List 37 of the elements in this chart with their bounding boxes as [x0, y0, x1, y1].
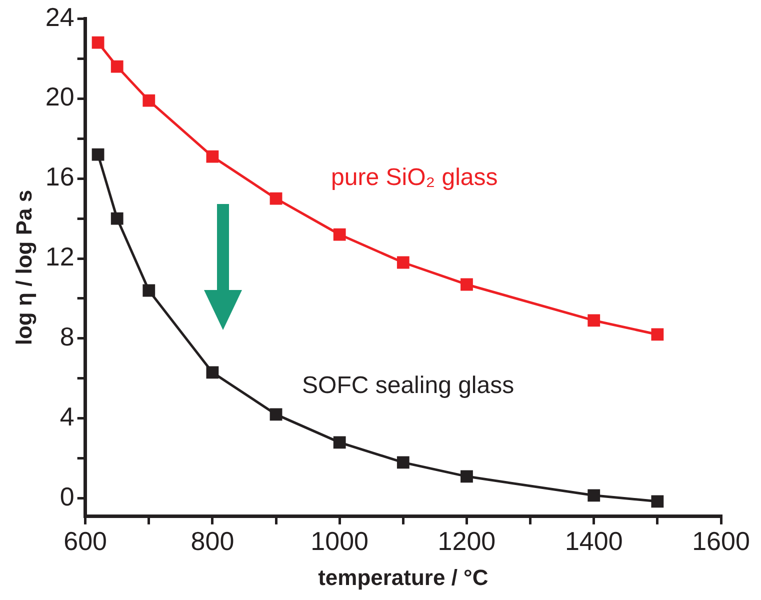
x-tick-label: 600	[64, 526, 108, 556]
y-tick-label: 4	[60, 402, 74, 432]
point	[588, 489, 600, 502]
point	[110, 212, 124, 225]
point	[460, 470, 473, 483]
point	[110, 60, 124, 73]
y-axis-title: log η / log Pa s	[11, 190, 36, 346]
point	[206, 366, 219, 379]
point	[651, 495, 664, 508]
point	[142, 94, 156, 107]
x-tick-label: 1600	[692, 526, 750, 556]
x-axis-title: temperature / °C	[318, 564, 488, 590]
y-tick-label: 24	[45, 2, 74, 32]
series-label: SOFC sealing glass	[302, 372, 514, 400]
x-tick-label: 1000	[310, 526, 369, 556]
point	[92, 148, 104, 161]
series-label: pure SiO₂ glass	[331, 164, 498, 192]
y-tick-label: 8	[60, 322, 74, 352]
y-tick-label: 20	[45, 82, 74, 112]
x-tick-label: 1200	[438, 526, 496, 556]
x-tick-label: 800	[190, 526, 234, 556]
point	[92, 36, 104, 49]
point	[270, 192, 282, 205]
x-tick-label: 1400	[564, 526, 623, 556]
point	[333, 228, 346, 241]
point	[588, 314, 600, 327]
y-tick-label: 16	[45, 162, 74, 192]
y-tick-label: 0	[60, 482, 74, 512]
point	[270, 408, 282, 421]
point	[142, 284, 156, 297]
point	[396, 256, 410, 269]
point	[396, 456, 410, 469]
point	[460, 278, 473, 291]
y-tick-label: 12	[45, 242, 74, 272]
point	[651, 328, 664, 341]
point	[206, 150, 219, 163]
point	[333, 436, 346, 449]
